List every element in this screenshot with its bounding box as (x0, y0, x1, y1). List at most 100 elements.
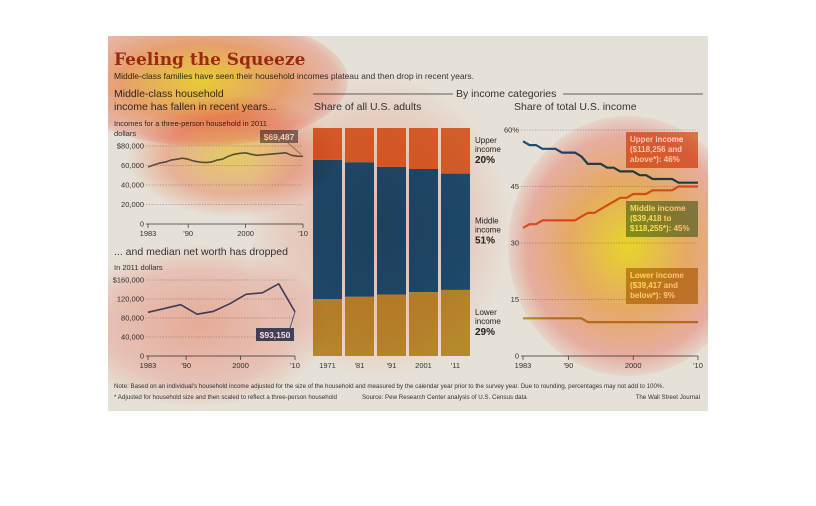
bar-segment (409, 292, 438, 356)
networth-title: ... and median net worth has dropped (114, 246, 288, 258)
series-line (523, 317, 698, 324)
x-tick-label: 2000 (625, 361, 642, 370)
y-tick-label: 15 (511, 295, 519, 304)
income-subtitle-line1: Incomes for a three-person household in … (114, 119, 267, 128)
bar-segment (313, 299, 342, 356)
category-label: income (475, 317, 501, 326)
share-callout-upper-text: Upper income (630, 135, 684, 144)
x-tick-label: 2000 (237, 229, 254, 238)
y-tick-label: 0 (515, 352, 519, 361)
share-callout-middle-text: ($39,418 to (630, 214, 671, 223)
y-tick-label: 45 (511, 182, 519, 191)
x-tick-label: '11 (451, 361, 460, 370)
networth-plot: $93,150 (147, 283, 296, 341)
networth-subtitle: In 2011 dollars (114, 263, 163, 272)
networth-gridlines (146, 279, 295, 357)
x-tick-label: '10 (298, 229, 308, 238)
share-callout-lower-text: below*): 9% (630, 291, 675, 300)
adults-x-axis: 1971 '81 '91 2001 '11 (319, 361, 460, 370)
x-tick-label: '81 (355, 361, 365, 370)
footer-note: Note: Based on an individual's household… (114, 383, 664, 390)
x-tick-label: '90 (563, 361, 573, 370)
x-tick-label: '91 (387, 361, 397, 370)
bar-segment (345, 162, 374, 297)
infographic: Feeling the Squeeze Middle-class familie… (108, 36, 708, 411)
infographic-svg: Feeling the Squeeze Middle-class familie… (113, 50, 703, 401)
category-label: Middle (475, 217, 499, 226)
footer-footnote: * Adjusted for household size and then s… (114, 394, 337, 401)
footer-credit: The Wall Street Journal (636, 394, 700, 401)
share-y-axis: 60% 45 30 15 0 (504, 126, 519, 361)
footer-source: Source: Pew Research Center analysis of … (362, 394, 527, 401)
y-tick-label: 60,000 (121, 161, 144, 170)
y-tick-label: 40,000 (121, 181, 144, 190)
x-tick-label: '10 (693, 361, 703, 370)
x-tick-label: '90 (181, 361, 191, 370)
x-tick-label: 1983 (140, 229, 157, 238)
income-y-axis: $80,000 60,000 40,000 20,000 0 (117, 142, 144, 229)
share-callout-middle-text: $118,255*): 45% (630, 224, 690, 233)
y-tick-label: $80,000 (117, 142, 144, 151)
y-tick-label: 0 (140, 220, 144, 229)
income-plot: $69,487 (147, 130, 304, 168)
category-label: income (475, 145, 501, 154)
category-label: income (475, 226, 501, 235)
adults-category-labels: Upperincome20%Middleincome51%Lowerincome… (475, 136, 501, 338)
income-x-axis: 1983 '90 2000 '10 (140, 224, 308, 238)
bar-segment (313, 128, 342, 160)
networth-x-axis: 1983 '90 2000 '10 (140, 356, 300, 370)
y-tick-label: 120,000 (117, 295, 144, 304)
bar-segment (441, 289, 470, 356)
networth-callout-box (256, 328, 294, 341)
networth-callout-leader (289, 311, 296, 329)
x-tick-label: '10 (290, 361, 300, 370)
category-label: Lower (475, 308, 497, 317)
adults-title: Share of all U.S. adults (314, 101, 421, 113)
y-tick-label: 40,000 (121, 333, 144, 342)
x-tick-label: 2001 (415, 361, 432, 370)
bar-segment (345, 296, 374, 356)
bar-segment (377, 294, 406, 356)
x-tick-label: 1983 (515, 361, 532, 370)
bar-segment (409, 169, 438, 293)
bar-segment (441, 173, 470, 290)
x-tick-label: 2000 (232, 361, 249, 370)
x-tick-label: '90 (183, 229, 193, 238)
income-subtitle-line2: dollars (114, 129, 136, 138)
x-tick-label: 1971 (319, 361, 336, 370)
category-value: 51% (475, 236, 495, 247)
networth-callout: $93,150 (260, 330, 291, 340)
bar-segment (377, 166, 406, 295)
share-title: Share of total U.S. income (514, 101, 637, 113)
y-tick-label: 60% (504, 126, 519, 135)
income-callout: $69,487 (264, 132, 295, 142)
adults-bar-chart (313, 128, 470, 356)
y-tick-label: 80,000 (121, 314, 144, 323)
bar-segment (345, 128, 374, 163)
share-callout-upper-text: ($118,256 and (630, 145, 682, 154)
share-x-axis: 1983 '90 2000 '10 (515, 356, 703, 370)
y-tick-label: 30 (511, 239, 519, 248)
y-tick-label: 0 (140, 352, 144, 361)
y-tick-label: 20,000 (121, 200, 144, 209)
income-title-line1: Middle-class household (114, 88, 224, 100)
networth-y-axis: $160,000 120,000 80,000 40,000 0 (113, 276, 144, 361)
income-callout-leader (287, 142, 302, 155)
share-callout-lower-text: Lower income (630, 271, 684, 280)
graphic-subtitle: Middle-class families have seen their ho… (114, 71, 474, 81)
category-value: 29% (475, 327, 495, 338)
series-line (147, 152, 304, 168)
y-tick-label: $160,000 (113, 276, 144, 285)
graphic-title: Feeling the Squeeze (114, 50, 306, 70)
category-label: Upper (475, 136, 497, 145)
bar-segment (313, 159, 342, 299)
x-tick-label: 1983 (140, 361, 157, 370)
share-callout-middle-text: Middle income (630, 204, 686, 213)
bar-segment (441, 128, 470, 174)
share-callout-upper-text: above*): 46% (630, 155, 680, 164)
bar-segment (377, 128, 406, 167)
category-value: 20% (475, 155, 495, 166)
share-callout-lower-text: ($39,417 and (630, 281, 678, 290)
section-header: By income categories (456, 88, 556, 100)
